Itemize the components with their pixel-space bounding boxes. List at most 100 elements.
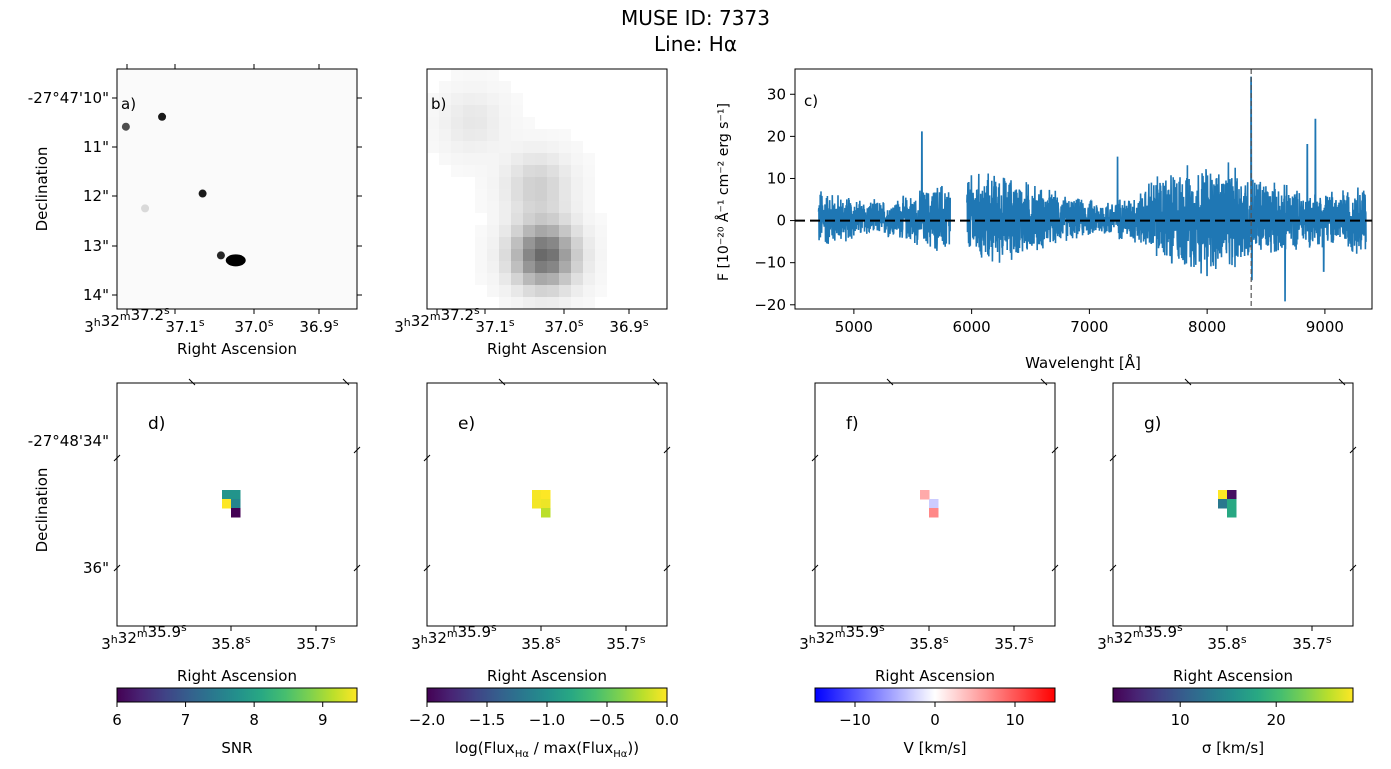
panel-b-pixel <box>451 81 463 93</box>
panel-e-xtick-label-0: 3h32m35.9s <box>411 621 497 653</box>
panel-c-xtick-label-1: 6000 <box>953 318 991 336</box>
panel-d-label: d) <box>148 414 165 434</box>
panel-b-pixel <box>499 189 511 201</box>
panel-b-pixel <box>523 165 535 177</box>
figure-title-line1: MUSE ID: 7373 <box>621 6 770 30</box>
panel-b-pixel <box>451 117 463 129</box>
panel-b-pixel <box>511 213 523 225</box>
panel-b-pixel <box>571 297 583 309</box>
panel-b-pixel <box>475 249 487 261</box>
panel-d-cbar-tick-label-0: 6 <box>112 711 122 729</box>
panel-c-ytick-label-4: 20 <box>767 127 786 145</box>
panel-b-pixel <box>571 165 583 177</box>
panel-g-xtick-label-2: 35.7s <box>1292 633 1331 653</box>
panel-b-pixel <box>499 105 511 117</box>
panel-a-xtick-label-2: 37.0s <box>234 316 273 336</box>
panel-a <box>117 69 357 309</box>
panel-b-pixel <box>583 237 595 249</box>
panel-b-pixel <box>487 93 499 105</box>
panel-b-pixel <box>523 285 535 297</box>
panel-d <box>113 378 361 703</box>
panel-b-pixel <box>523 153 535 165</box>
panel-a-background <box>117 69 357 309</box>
panel-f-xtick-label-0: 3h32m35.9s <box>799 621 885 653</box>
panel-b-pixel <box>559 261 571 273</box>
panel-b-pixel <box>559 201 571 213</box>
panel-b-pixel <box>523 261 535 273</box>
panel-b-pixel <box>535 285 547 297</box>
panel-b-pixel <box>439 117 451 129</box>
panel-b-pixel <box>547 261 559 273</box>
panel-e-top-tick-1 <box>652 378 660 386</box>
panel-b-pixel <box>487 117 499 129</box>
panel-b-pixel <box>535 273 547 285</box>
panel-c-xtick-label-3: 8000 <box>1188 318 1226 336</box>
panel-a-ytick-label-3: 13" <box>83 237 109 255</box>
panel-b-pixel <box>511 93 523 105</box>
panel-g-colorbar <box>1112 687 1354 703</box>
panel-b-pixel <box>463 117 475 129</box>
panel-b-pixel <box>499 261 511 273</box>
panel-f-label: f) <box>846 414 859 434</box>
panel-g-cbar-tick-label-0: 10 <box>1171 711 1190 729</box>
panel-b-pixel <box>487 129 499 141</box>
panel-e-label: e) <box>458 414 475 434</box>
panel-b-pixel <box>559 153 571 165</box>
panel-d-xtick-label-0: 3h32m35.9s <box>101 621 187 653</box>
panel-f-pixel-1 <box>929 499 939 509</box>
panel-b-pixel <box>463 93 475 105</box>
panel-b-pixel <box>559 297 571 309</box>
panel-b-pixel <box>511 237 523 249</box>
panel-b-xtick-label-0: 3h32m37.2s <box>394 304 480 336</box>
panel-b-pixel <box>523 189 535 201</box>
panel-c-frame <box>794 68 1373 310</box>
panel-b-pixel <box>571 177 583 189</box>
panel-b-xtick-label-2: 37.0s <box>544 316 583 336</box>
panel-b-pixel <box>439 81 451 93</box>
panel-b-pixel <box>487 69 499 81</box>
panel-c-ytick-label-3: 10 <box>767 169 786 187</box>
panel-b-pixel <box>547 213 559 225</box>
panel-b-xtick-label-1: 37.1s <box>475 316 514 336</box>
spectrum-segment-1 <box>966 76 1367 302</box>
panel-b-pixel <box>595 213 607 225</box>
panel-b-pixel <box>487 201 499 213</box>
panel-b-pixel <box>511 201 523 213</box>
panel-b-pixel <box>571 285 583 297</box>
panel-b-label: b) <box>431 95 446 113</box>
panel-b-pixel <box>451 165 463 177</box>
panel-b-pixel <box>535 225 547 237</box>
panel-f-top-tick-0 <box>886 378 894 386</box>
panel-e-cbar-tick-label-2: −1.0 <box>529 711 565 729</box>
panel-b-pixel <box>511 177 523 189</box>
panel-f-colorbar-label: V [km/s] <box>904 739 967 757</box>
panel-g-pixel-4 <box>1227 508 1237 518</box>
panel-b-pixel <box>547 141 559 153</box>
panel-b-pixel <box>511 117 523 129</box>
panel-b-pixel <box>523 201 535 213</box>
panel-b-pixel <box>499 285 511 297</box>
panel-b-pixel <box>535 153 547 165</box>
source-4 <box>225 254 246 267</box>
panel-b-pixel <box>487 261 499 273</box>
panel-b-pixel <box>559 177 571 189</box>
panel-b-pixel <box>487 237 499 249</box>
panel-c-ytick-label-5: 30 <box>767 85 786 103</box>
panel-f-top-tick-1 <box>1040 378 1048 386</box>
panel-b-pixel <box>535 297 547 309</box>
panel-e-xtick-label-2: 35.7s <box>606 633 645 653</box>
panel-b-pixel <box>583 285 595 297</box>
panel-b-pixel <box>463 129 475 141</box>
panel-c-xtick-label-0: 5000 <box>835 318 873 336</box>
panel-b-pixel <box>427 141 439 153</box>
panel-b-pixel <box>547 153 559 165</box>
panel-f-cbar-tick-label-0: −10 <box>839 711 871 729</box>
panel-b-pixel <box>535 261 547 273</box>
panel-g-pixel-0 <box>1218 490 1228 500</box>
panel-d-pixel-3 <box>231 499 241 509</box>
panel-b-pixel <box>547 237 559 249</box>
panel-b-pixel <box>487 249 499 261</box>
panel-b-pixel <box>463 141 475 153</box>
panel-b-pixel <box>595 237 607 249</box>
panel-g-pixel-3 <box>1227 499 1237 509</box>
